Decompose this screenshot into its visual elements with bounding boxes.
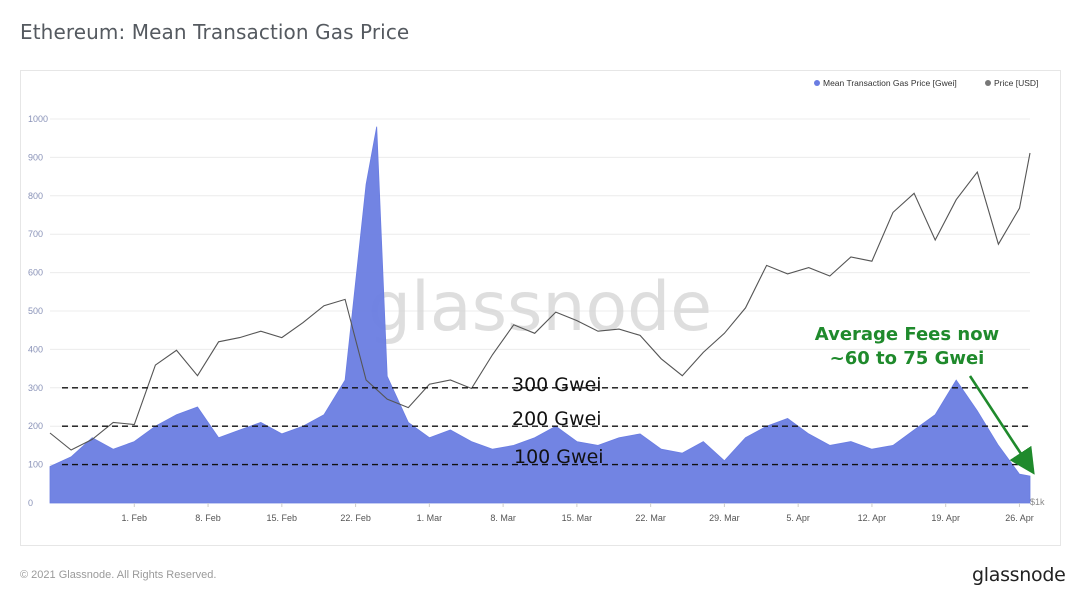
x-axis-ticks: 1. Feb 8. Feb 15. Feb 22. Feb 1. Mar 8. Mar 15… bbox=[122, 503, 1034, 523]
y-tick-label: 400 bbox=[28, 344, 43, 354]
watermark: glassnode bbox=[368, 268, 712, 347]
x-tick-label: 15. Mar bbox=[562, 513, 593, 523]
y-tick-label: 800 bbox=[28, 191, 43, 201]
x-tick-label: 19. Apr bbox=[931, 513, 960, 523]
threshold-lines bbox=[62, 387, 1030, 466]
gas-price-area-shape bbox=[49, 126, 1031, 504]
y-tick-label: 100 bbox=[28, 460, 43, 470]
footer-copyright: © 2021 Glassnode. All Rights Reserved. bbox=[20, 569, 217, 581]
footer-logo: glassnode bbox=[972, 564, 1066, 586]
annotation-100: 100 Gwei bbox=[514, 446, 604, 468]
legend-label-price: Price [USD] bbox=[994, 78, 1038, 88]
annotation-200: 200 Gwei bbox=[512, 408, 602, 430]
chart-frame bbox=[20, 70, 1061, 546]
legend-marker-gas bbox=[814, 80, 820, 86]
price-line-shape bbox=[49, 152, 1031, 451]
price-line bbox=[49, 152, 1031, 451]
x-tick-label: 1. Mar bbox=[417, 513, 443, 523]
y-tick-label: 900 bbox=[28, 152, 43, 162]
x-tick-label: 8. Feb bbox=[195, 513, 221, 523]
x-tick-label: 29. Mar bbox=[709, 513, 740, 523]
gas-price-area bbox=[49, 126, 1031, 504]
y-tick-label: 500 bbox=[28, 306, 43, 316]
y-tick-label: 200 bbox=[28, 421, 43, 431]
y-tick-label: 700 bbox=[28, 229, 43, 239]
legend: Mean Transaction Gas Price [Gwei] Price … bbox=[814, 78, 1038, 88]
fees-annotation-line1: Average Fees now bbox=[815, 324, 999, 345]
y-tick-label: 0 bbox=[28, 498, 33, 508]
x-tick-label: 22. Feb bbox=[340, 513, 371, 523]
y-axis-ticks: 0 100 200 300 400 500 600 700 800 900 1000 bbox=[28, 114, 48, 508]
y-tick-label: 1000 bbox=[28, 114, 48, 124]
fees-annotation-line2: ~60 to 75 Gwei bbox=[830, 348, 985, 369]
x-tick-label: 22. Mar bbox=[635, 513, 666, 523]
y-right-tick-label: $1k bbox=[1030, 497, 1045, 507]
x-tick-label: 1. Feb bbox=[122, 513, 148, 523]
y-tick-label: 300 bbox=[28, 383, 43, 393]
x-tick-label: 12. Apr bbox=[858, 513, 887, 523]
legend-label-gas: Mean Transaction Gas Price [Gwei] bbox=[823, 78, 957, 88]
fees-arrow bbox=[968, 375, 1035, 475]
x-tick-label: 5. Apr bbox=[786, 513, 810, 523]
page-title: Ethereum: Mean Transaction Gas Price bbox=[20, 20, 410, 44]
x-tick-label: 15. Feb bbox=[267, 513, 298, 523]
y-tick-label: 600 bbox=[28, 268, 43, 278]
x-tick-label: 26. Apr bbox=[1005, 513, 1034, 523]
x-tick-label: 8. Mar bbox=[490, 513, 516, 523]
legend-marker-price bbox=[985, 80, 991, 86]
annotation-300: 300 Gwei bbox=[512, 374, 602, 396]
